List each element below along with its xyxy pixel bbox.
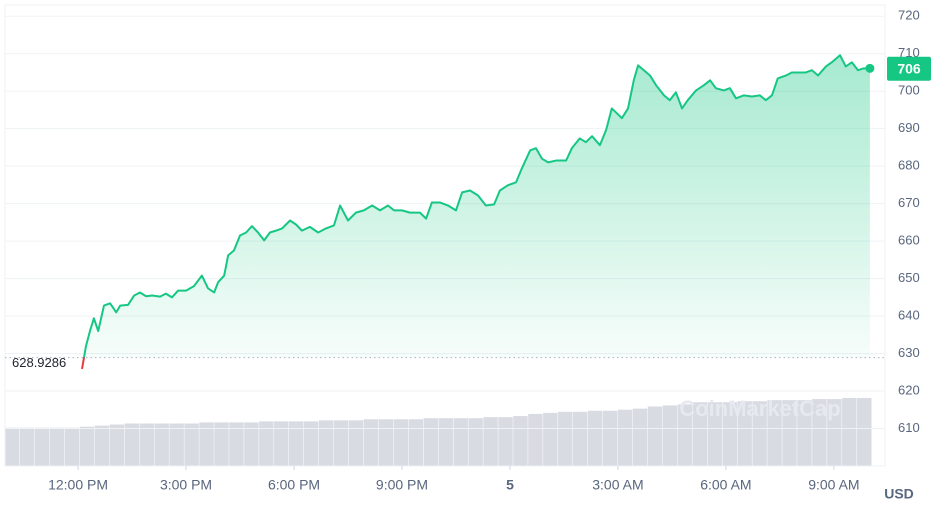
volume-bar	[289, 421, 304, 466]
volume-bar	[318, 420, 334, 466]
y-tick-label: 620	[898, 382, 920, 397]
volume-bar	[34, 427, 50, 466]
volume-bar	[303, 421, 319, 466]
volume-bar	[782, 400, 797, 466]
volume-bar	[617, 409, 633, 466]
volume-bar	[498, 417, 513, 466]
volume-bar	[647, 406, 663, 466]
volume-bar	[363, 419, 379, 466]
volume-bar	[737, 401, 752, 466]
volume-bar	[79, 426, 95, 466]
volume-bar	[468, 418, 483, 466]
volume-bar	[722, 402, 737, 466]
volume-bar	[573, 411, 588, 466]
volume-bar	[109, 424, 125, 466]
volume-bar	[632, 408, 648, 466]
volume-bar	[169, 423, 184, 466]
volume-bar	[259, 421, 274, 466]
volume-bar	[94, 425, 110, 466]
x-tick-label: 9:00 AM	[808, 477, 859, 493]
y-tick-label: 680	[898, 158, 920, 173]
volume-bar	[602, 410, 618, 466]
y-tick-label: 690	[898, 120, 920, 135]
volume-bar	[812, 399, 827, 466]
volume-bar	[348, 420, 364, 466]
price-line	[81, 54, 870, 370]
area	[82, 55, 870, 369]
volume-bar	[842, 398, 857, 466]
volume-bar	[378, 419, 394, 466]
price-tag	[887, 56, 931, 81]
y-tick-label: 650	[898, 270, 920, 285]
volume-bar	[453, 418, 468, 466]
y-tick-label: 640	[898, 308, 920, 323]
volume-bar	[528, 413, 543, 466]
x-tick-label: 3:00 PM	[160, 477, 212, 493]
x-tick-label: 3:00 AM	[592, 477, 643, 493]
watermark: CoinMarketCap	[679, 396, 840, 421]
volume-bar	[49, 427, 65, 466]
volume-bar	[199, 422, 214, 466]
x-tick-label: 5	[506, 477, 514, 493]
volume-bar	[438, 418, 453, 466]
volume-bar	[662, 405, 678, 466]
volume-bar	[423, 418, 438, 466]
volume-bar	[558, 411, 573, 466]
volume-bar	[513, 416, 528, 466]
volume-bar	[677, 404, 693, 466]
y-tick-label: 660	[898, 233, 920, 248]
baseline-label: 628.9286	[12, 355, 66, 370]
price-tag-label: 706	[897, 60, 921, 76]
volume-bar	[393, 419, 409, 466]
volume-bar	[154, 423, 169, 466]
volume-bar	[139, 423, 154, 466]
volume-bar	[483, 417, 498, 466]
volume-bar	[5, 427, 20, 466]
volume-bar	[692, 402, 708, 466]
volume-bar	[64, 427, 80, 466]
volume-bar	[19, 427, 35, 466]
y-tick-label: 710	[898, 45, 920, 60]
volume-bar	[797, 400, 812, 466]
volume-bar	[857, 398, 872, 466]
volume-bar	[752, 401, 767, 466]
y-tick-label: 670	[898, 195, 920, 210]
volume-bar	[244, 422, 259, 466]
x-tick-label: 6:00 PM	[268, 477, 320, 493]
y-tick-label: 630	[898, 345, 920, 360]
volume-bar	[827, 399, 842, 466]
plot-frame	[4, 4, 886, 467]
volume-bar	[124, 423, 140, 466]
volume-bar	[543, 412, 558, 466]
volume-bar	[707, 402, 723, 466]
volume-bar	[587, 410, 603, 466]
volume-bar	[184, 423, 199, 466]
volume-bar	[214, 422, 229, 466]
currency-label: USD	[884, 486, 914, 502]
x-tick-label: 12:00 PM	[48, 477, 108, 493]
volume-bar	[408, 419, 424, 466]
volume-bar	[333, 420, 349, 466]
x-tick-label: 9:00 PM	[376, 477, 428, 493]
volume-bar	[767, 400, 782, 466]
y-tick-label: 610	[898, 420, 920, 435]
volume-bar	[274, 421, 289, 466]
volume-bar	[229, 422, 244, 466]
y-tick-label: 720	[898, 8, 920, 23]
y-tick-label: 700	[898, 83, 920, 98]
x-tick-label: 6:00 AM	[700, 477, 751, 493]
last-point	[865, 63, 875, 73]
volume-bars	[5, 398, 872, 466]
